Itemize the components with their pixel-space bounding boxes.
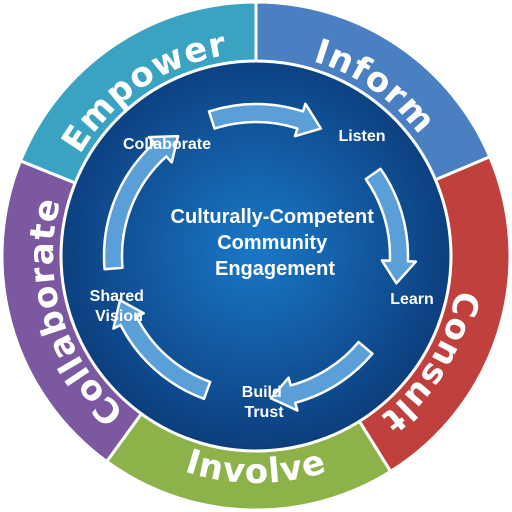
step-shared-vision: Shared Vision	[90, 288, 149, 325]
step-build-trust: Build Trust	[242, 384, 286, 421]
cycle-arrows	[102, 102, 418, 412]
arrow-listen-to-learn	[364, 167, 418, 285]
arrow-shared-vision-to-collaborate	[102, 134, 180, 271]
arrow-collaborate-to-listen	[207, 102, 323, 138]
step-learn: Learn	[390, 291, 434, 308]
arrow-learn-to-build-trust	[269, 340, 374, 412]
step-listen: Listen	[338, 128, 385, 145]
arrow-build-trust-to-shared-vision	[112, 298, 212, 401]
step-collaborate: Collaborate	[123, 136, 211, 153]
center-title: Culturally-Competent Community Engagemen…	[171, 206, 380, 280]
